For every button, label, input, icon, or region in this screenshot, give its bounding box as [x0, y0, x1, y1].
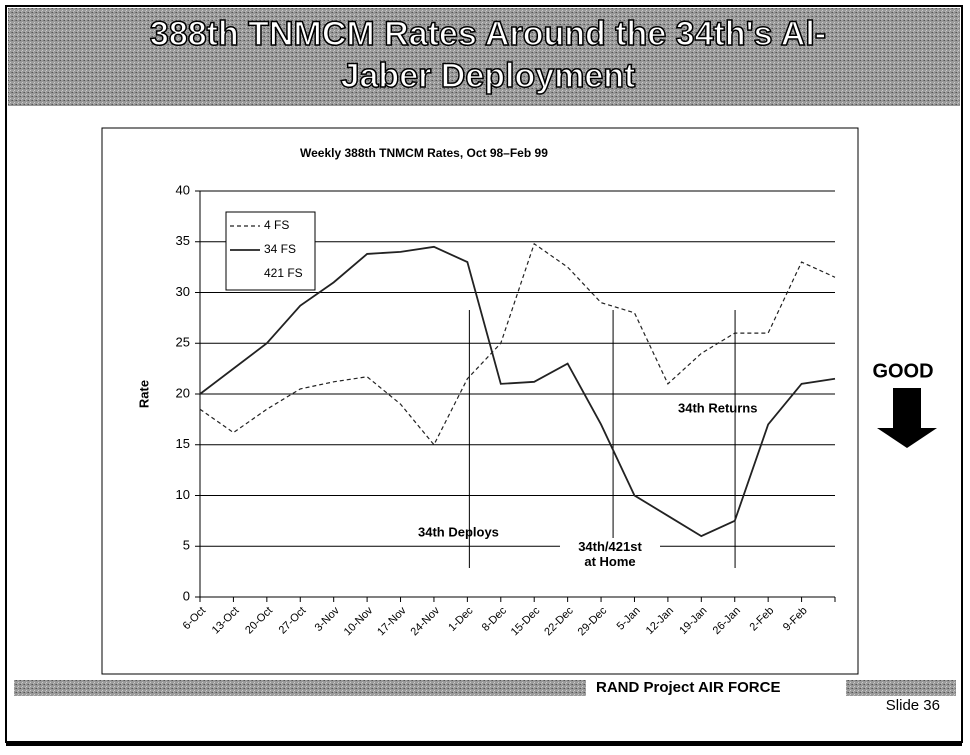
y-tick-label: 10 — [176, 487, 190, 502]
slide-number: Slide 36 — [886, 697, 940, 714]
footer-stripe — [14, 680, 586, 696]
legend-label: 34 FS — [264, 242, 296, 256]
good-arrow — [877, 388, 937, 448]
y-tick-label: 20 — [176, 385, 190, 400]
annotation: 34th Returns — [678, 400, 757, 415]
slide-title: Jaber Deployment — [341, 57, 636, 95]
y-axis-label: Rate — [136, 380, 151, 408]
annotation: 34th/421st at Home — [578, 539, 642, 569]
series-line — [199, 242, 836, 446]
legend-label: 4 FS — [264, 218, 289, 232]
y-tick-label: 25 — [176, 335, 190, 350]
series-line — [199, 245, 836, 538]
annotation: 34th Deploys — [418, 524, 499, 539]
y-tick-label: 0 — [183, 588, 190, 603]
y-tick-label: 35 — [176, 233, 190, 248]
y-tick-label: 15 — [176, 436, 190, 451]
side-note: GOOD — [872, 360, 933, 382]
y-tick-label: 5 — [183, 538, 190, 553]
legend-box — [225, 211, 316, 291]
slide-title: 388th TNMCM Rates Around the 34th's Al- — [150, 15, 826, 53]
legend-label: 421 FS — [264, 266, 303, 280]
y-tick-label: 40 — [176, 182, 190, 197]
footer-stripe — [846, 680, 956, 696]
title-banner — [8, 8, 960, 106]
annotation-bg — [560, 538, 660, 572]
footer-text: RAND Project AIR FORCE — [596, 679, 780, 696]
footer-box — [590, 678, 844, 698]
chart-title: Weekly 388th TNMCM Rates, Oct 98–Feb 99 — [300, 146, 548, 160]
y-tick-label: 30 — [176, 284, 190, 299]
